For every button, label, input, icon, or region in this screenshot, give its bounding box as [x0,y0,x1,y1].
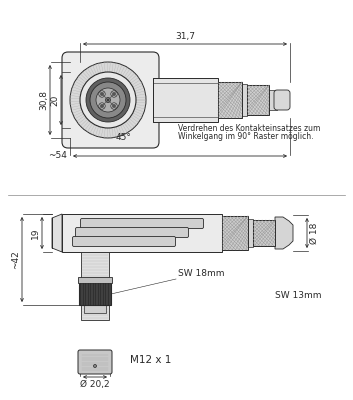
Text: ~54: ~54 [48,152,67,160]
Circle shape [99,91,105,97]
Bar [222,216,248,250]
Text: 20: 20 [50,94,59,106]
FancyBboxPatch shape [72,236,175,246]
Text: Ø 20,2: Ø 20,2 [80,380,110,389]
Bar [242,84,247,116]
Circle shape [100,92,104,96]
Bar [78,277,112,283]
Text: Ø 18: Ø 18 [310,222,319,244]
Text: SW 13mm: SW 13mm [275,290,322,300]
Circle shape [96,88,120,112]
FancyBboxPatch shape [76,228,189,238]
Circle shape [107,99,109,101]
FancyBboxPatch shape [62,52,159,148]
Text: M12 x 1: M12 x 1 [130,355,171,365]
Circle shape [70,62,146,138]
Bar [218,82,242,118]
Text: SW 18mm: SW 18mm [178,269,225,278]
Text: Winkelgang im 90° Raster möglich.: Winkelgang im 90° Raster möglich. [178,132,313,141]
Bar [79,283,111,305]
Circle shape [106,98,110,102]
Text: 30,8: 30,8 [39,90,48,110]
Bar [253,220,275,246]
Bar [247,85,269,115]
Circle shape [94,364,96,368]
Bar [81,252,109,320]
FancyBboxPatch shape [78,350,112,374]
Circle shape [80,72,136,128]
Text: ~42: ~42 [11,250,20,269]
Text: 45°: 45° [116,133,132,142]
Text: 19: 19 [31,227,40,239]
Bar [62,214,222,252]
Circle shape [111,91,117,97]
Bar [84,305,106,313]
Circle shape [99,103,105,109]
Circle shape [86,78,130,122]
FancyBboxPatch shape [80,218,203,228]
Bar [153,78,218,122]
Circle shape [90,82,126,118]
Circle shape [111,103,117,109]
Polygon shape [52,214,62,252]
FancyBboxPatch shape [274,90,290,110]
Text: Verdrehen des Kontakteinsatzes zum: Verdrehen des Kontakteinsatzes zum [178,124,321,133]
Circle shape [112,92,116,96]
Bar [248,219,253,247]
Circle shape [100,104,104,108]
Circle shape [112,104,116,108]
Bar [269,90,277,110]
Polygon shape [275,217,293,249]
Text: 31,7: 31,7 [175,32,195,41]
